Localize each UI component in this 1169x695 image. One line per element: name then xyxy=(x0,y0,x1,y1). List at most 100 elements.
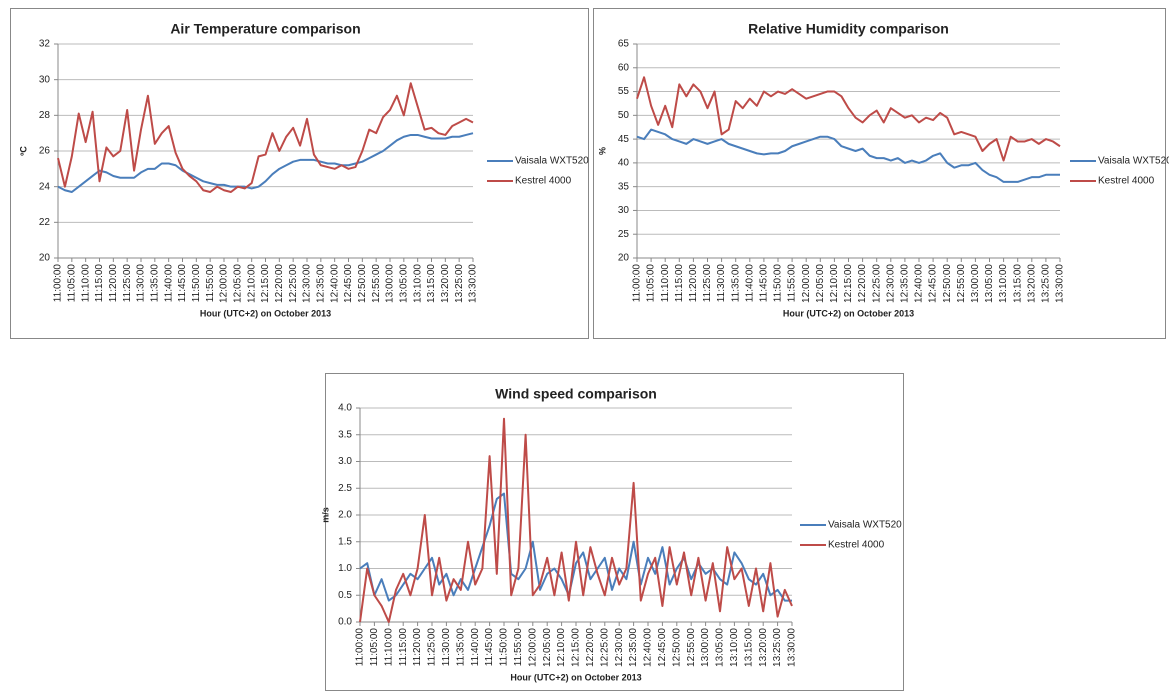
x-tick-label: 12:45:00 xyxy=(928,264,939,303)
x-tick-label: 12:10:00 xyxy=(556,628,567,667)
x-tick-label: 12:25:00 xyxy=(871,264,882,303)
x-tick-label: 12:10:00 xyxy=(246,264,257,303)
x-tick-label: 11:40:00 xyxy=(163,264,174,303)
x-tick-label: 11:10:00 xyxy=(383,628,394,667)
y-axis-title: ºC xyxy=(18,146,28,156)
x-tick-label: 11:05:00 xyxy=(646,264,657,303)
x-tick-label: 13:20:00 xyxy=(758,628,769,667)
x-tick-label: 12:50:00 xyxy=(671,628,682,667)
y-tick-label: 55 xyxy=(618,86,630,97)
x-tick-label: 12:40:00 xyxy=(643,628,654,667)
series-line xyxy=(636,76,1061,162)
x-tick-label: 11:30:00 xyxy=(716,264,727,303)
x-tick-label: 13:25:00 xyxy=(1041,264,1052,303)
y-tick-label: 3.0 xyxy=(338,456,352,467)
y-tick-label: 30 xyxy=(39,74,51,85)
x-tick-label: 11:45:00 xyxy=(759,264,770,303)
x-tick-label: 12:00:00 xyxy=(527,628,538,667)
series-line xyxy=(57,132,474,194)
chart-title: Air Temperature comparison xyxy=(170,21,360,37)
x-tick-label: 13:00:00 xyxy=(970,264,981,303)
chart: Wind speed comparison 0.0 0.5 1.0 1.5 2.0 2.5 3… xyxy=(320,373,904,691)
x-tick-label: 11:00:00 xyxy=(632,264,643,303)
y-tick-label: 35 xyxy=(618,181,630,192)
x-tick-label: 13:05:00 xyxy=(398,264,409,303)
y-tick-label: 45 xyxy=(618,134,630,145)
x-tick-label: 13:15:00 xyxy=(426,264,437,303)
y-tick-label: 1.0 xyxy=(338,563,352,574)
legend-label: Vaisala WXT520 xyxy=(515,156,589,167)
x-tick-label: 13:05:00 xyxy=(984,264,995,303)
x-tick-label: 13:30:00 xyxy=(1055,264,1066,303)
x-tick-label: 12:05:00 xyxy=(232,264,243,303)
x-tick-label: 11:10:00 xyxy=(80,264,91,303)
x-tick-label: 11:15:00 xyxy=(94,264,105,303)
x-tick-label: 11:00:00 xyxy=(53,264,64,303)
x-tick-label: 11:50:00 xyxy=(499,628,510,667)
x-tick-label: 11:40:00 xyxy=(470,628,481,667)
y-tick-label: 2.0 xyxy=(338,510,352,521)
chart: Relative Humidity comparison 20 25 30 35 40 45… xyxy=(593,8,1169,339)
x-tick-label: 13:10:00 xyxy=(729,628,740,667)
x-tick-label: 12:35:00 xyxy=(900,264,911,303)
x-tick-label: 11:35:00 xyxy=(149,264,160,303)
y-axis-title: % xyxy=(597,147,607,155)
x-tick-label: 13:10:00 xyxy=(412,264,423,303)
x-tick-label: 12:45:00 xyxy=(657,628,668,667)
x-tick-label: 12:00:00 xyxy=(801,264,812,303)
y-tick-label: 28 xyxy=(39,110,51,121)
x-tick-label: 13:15:00 xyxy=(1012,264,1023,303)
x-tick-label: 12:30:00 xyxy=(614,628,625,667)
x-tick-label: 11:10:00 xyxy=(660,264,671,303)
x-tick-label: 12:20:00 xyxy=(857,264,868,303)
x-tick-label: 12:35:00 xyxy=(628,628,639,667)
x-tick-label: 11:20:00 xyxy=(108,264,119,303)
x-tick-label: 12:05:00 xyxy=(542,628,553,667)
legend-label: Kestrel 4000 xyxy=(1098,176,1155,187)
x-tick-label: 11:25:00 xyxy=(122,264,133,303)
x-tick-label: 13:20:00 xyxy=(440,264,451,303)
chart: Air Temperature comparison 20 22 24 26 28 30 32… xyxy=(10,8,589,339)
x-tick-label: 11:55:00 xyxy=(787,264,798,303)
x-tick-label: 11:55:00 xyxy=(513,628,524,667)
x-tick-label: 12:25:00 xyxy=(288,264,299,303)
x-tick-label: 12:00:00 xyxy=(219,264,230,303)
x-tick-label: 11:45:00 xyxy=(484,628,495,667)
y-tick-label: 32 xyxy=(39,39,51,50)
x-tick-label: 11:50:00 xyxy=(191,264,202,303)
x-tick-label: 12:15:00 xyxy=(260,264,271,303)
x-tick-label: 12:05:00 xyxy=(815,264,826,303)
x-tick-label: 13:30:00 xyxy=(787,628,798,667)
x-tick-label: 12:30:00 xyxy=(885,264,896,303)
x-tick-label: 13:15:00 xyxy=(743,628,754,667)
series-line xyxy=(359,492,792,602)
x-tick-label: 11:05:00 xyxy=(66,264,77,303)
x-tick-label: 12:40:00 xyxy=(329,264,340,303)
legend-label: Vaisala WXT520 xyxy=(828,520,902,531)
x-tick-label: 11:05:00 xyxy=(369,628,380,667)
x-tick-label: 11:25:00 xyxy=(427,628,438,667)
x-tick-label: 12:55:00 xyxy=(371,264,382,303)
x-tick-label: 12:10:00 xyxy=(829,264,840,303)
x-tick-label: 12:55:00 xyxy=(686,628,697,667)
y-tick-label: 20 xyxy=(618,253,630,264)
x-tick-label: 11:20:00 xyxy=(412,628,423,667)
x-tick-label: 12:20:00 xyxy=(585,628,596,667)
x-tick-label: 12:20:00 xyxy=(274,264,285,303)
x-tick-label: 11:00:00 xyxy=(355,628,366,667)
x-tick-label: 12:35:00 xyxy=(315,264,326,303)
x-axis-title: Hour (UTC+2) on October 2013 xyxy=(783,308,914,318)
x-tick-label: 12:15:00 xyxy=(571,628,582,667)
x-tick-label: 11:40:00 xyxy=(744,264,755,303)
x-tick-label: 12:30:00 xyxy=(302,264,313,303)
x-tick-label: 11:20:00 xyxy=(688,264,699,303)
y-tick-label: 30 xyxy=(618,205,630,216)
x-tick-label: 11:30:00 xyxy=(441,628,452,667)
x-tick-label: 12:50:00 xyxy=(942,264,953,303)
x-tick-label: 13:25:00 xyxy=(772,628,783,667)
x-tick-label: 13:10:00 xyxy=(998,264,1009,303)
legend-label: Vaisala WXT520 xyxy=(1098,156,1169,167)
x-tick-label: 11:50:00 xyxy=(773,264,784,303)
y-tick-label: 20 xyxy=(39,253,51,264)
x-tick-label: 13:00:00 xyxy=(700,628,711,667)
